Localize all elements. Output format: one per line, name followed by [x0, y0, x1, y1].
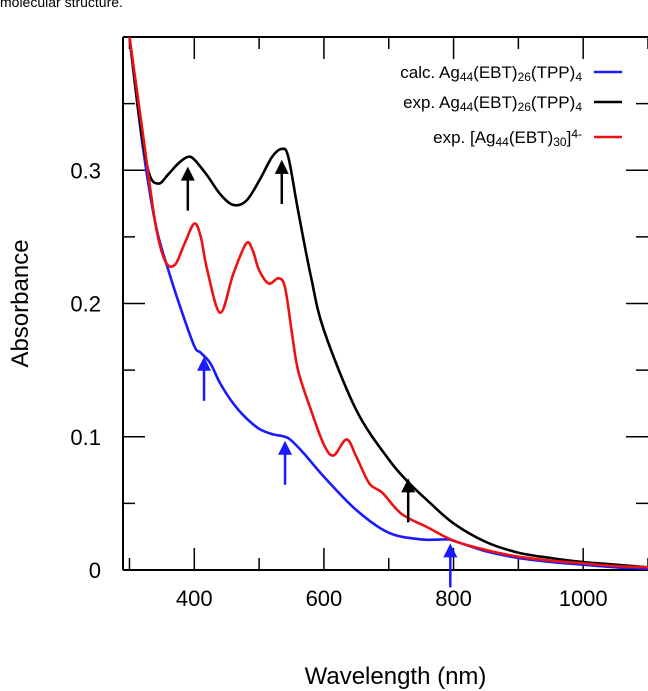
axis-labels: 400 600 800 1000 0 0.1 0.2 0.3 Wavelength (nm) Ab…: [7, 158, 608, 690]
arrow-head: [443, 543, 458, 558]
y-tick-label: 0: [89, 558, 101, 583]
legend-label-2: exp. [Ag44(EBT)30]4-: [433, 127, 582, 149]
y-axis-title: Absorbance: [7, 239, 34, 367]
arrow-head: [401, 478, 416, 493]
x-tick-label: 400: [176, 586, 213, 611]
caption-fragment: molecular structure.: [0, 0, 123, 10]
series-line-2: [128, 37, 648, 569]
x-tick-label: 600: [306, 586, 343, 611]
annotation-layer: [180, 159, 458, 588]
legend-label-0: calc. Ag44(EBT)26(TPP)4: [400, 63, 582, 84]
arrow-head: [197, 356, 212, 371]
annotation-arrow-3: [197, 356, 212, 401]
y-tick-label: 0.1: [70, 425, 101, 450]
y-tick-label: 0.3: [70, 158, 101, 183]
legend: calc. Ag44(EBT)26(TPP)4 exp. Ag44(EBT)26(…: [400, 63, 622, 149]
annotation-arrow-4: [278, 440, 293, 485]
x-tick-label: 1000: [559, 586, 608, 611]
legend-label-1: exp. Ag44(EBT)26(TPP)4: [403, 93, 582, 114]
series-line-1: [128, 37, 648, 569]
y-tick-label: 0.2: [70, 292, 101, 317]
annotation-arrow-0: [180, 166, 195, 211]
annotation-arrow-2: [401, 478, 416, 523]
annotation-arrow-1: [274, 159, 289, 204]
arrow-head: [274, 159, 289, 174]
x-axis-title: Wavelength (nm): [305, 663, 487, 690]
arrow-head: [278, 440, 293, 455]
x-tick-label: 800: [435, 586, 472, 611]
arrow-head: [180, 166, 195, 181]
plot-frame: [122, 36, 648, 571]
annotation-arrow-5: [443, 543, 458, 588]
series-line-0: [128, 37, 648, 570]
axis-ticks: [123, 36, 648, 570]
series-layer: [128, 37, 648, 570]
